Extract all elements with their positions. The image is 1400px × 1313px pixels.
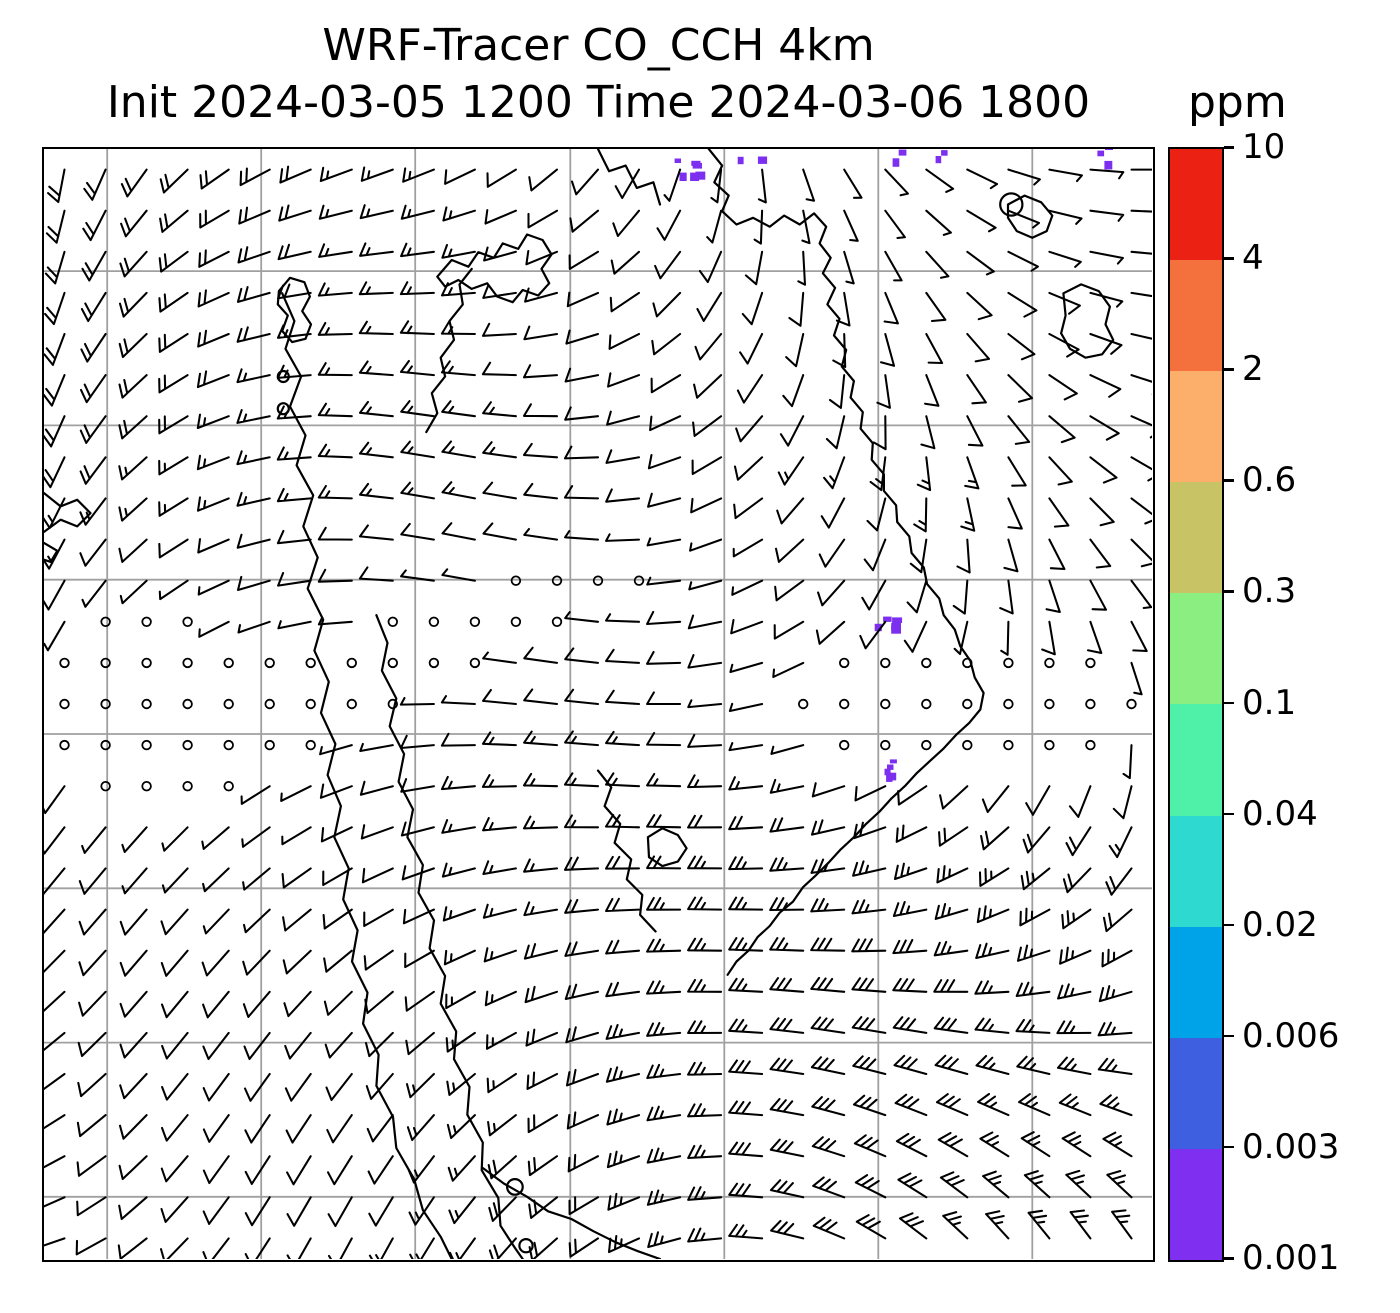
colorbar-tick-label: 0.02: [1242, 904, 1318, 945]
colorbar-tick-mark: [1224, 590, 1234, 593]
colorbar-segment: [1170, 1037, 1222, 1149]
colorbar-tick-mark: [1224, 1145, 1234, 1149]
colorbar-tick-mark: [1224, 1034, 1234, 1038]
colorbar-tick-mark: [1224, 1257, 1234, 1260]
colorbar-units-label: ppm: [1188, 77, 1287, 128]
colorbar-segment: [1170, 704, 1222, 816]
colorbar-segment: [1170, 593, 1222, 705]
colorbar-tick-mark: [1224, 368, 1234, 371]
colorbar-tick-label: 0.003: [1242, 1126, 1340, 1167]
colorbar-segment: [1170, 260, 1222, 372]
colorbar-tick-label: 4: [1242, 238, 1264, 279]
figure-title: WRF-Tracer CO_CCH 4km: [322, 20, 875, 71]
colorbar-tick-label: 0.006: [1242, 1015, 1340, 1056]
colorbar-segment: [1170, 149, 1222, 261]
colorbar: [1168, 147, 1224, 1262]
map-plot-area: [42, 147, 1155, 1262]
colorbar-segment: [1170, 926, 1222, 1038]
colorbar-tick-label: 0.3: [1242, 571, 1297, 612]
colorbar-tick-label: 2: [1242, 349, 1264, 390]
colorbar-tick-label: 0.04: [1242, 793, 1318, 834]
figure-subtitle: Init 2024-03-05 1200 Time 2024-03-06 180…: [106, 77, 1091, 128]
colorbar-tick-mark: [1224, 146, 1234, 149]
colorbar-tick-label: 10: [1242, 127, 1286, 167]
colorbar-tick-label: 0.6: [1242, 460, 1297, 501]
colorbar-segment: [1170, 815, 1222, 927]
colorbar-segment: [1170, 371, 1222, 483]
coastlines: [44, 149, 1115, 1259]
colorbar-tick-mark: [1224, 923, 1234, 927]
colorbar-tick-label: 0.1: [1242, 682, 1297, 723]
colorbar-segment: [1170, 482, 1222, 594]
colorbar-tick-mark: [1224, 257, 1234, 260]
wind-barbs: [44, 165, 1152, 1259]
wind-barb-map: [44, 149, 1152, 1259]
colorbar-tick-label: 0.001: [1242, 1238, 1340, 1278]
colorbar-ticks: 10 4 2 0.6 0.3 0.1 0.04 0.02 0.006 0.003 0.001: [1224, 130, 1400, 1275]
colorbar-tick-mark: [1224, 479, 1234, 482]
tracer-fill-patches: [674, 149, 1113, 782]
colorbar-segment: [1170, 1148, 1222, 1260]
colorbar-tick-mark: [1224, 812, 1234, 816]
colorbar-tick-mark: [1224, 701, 1234, 704]
